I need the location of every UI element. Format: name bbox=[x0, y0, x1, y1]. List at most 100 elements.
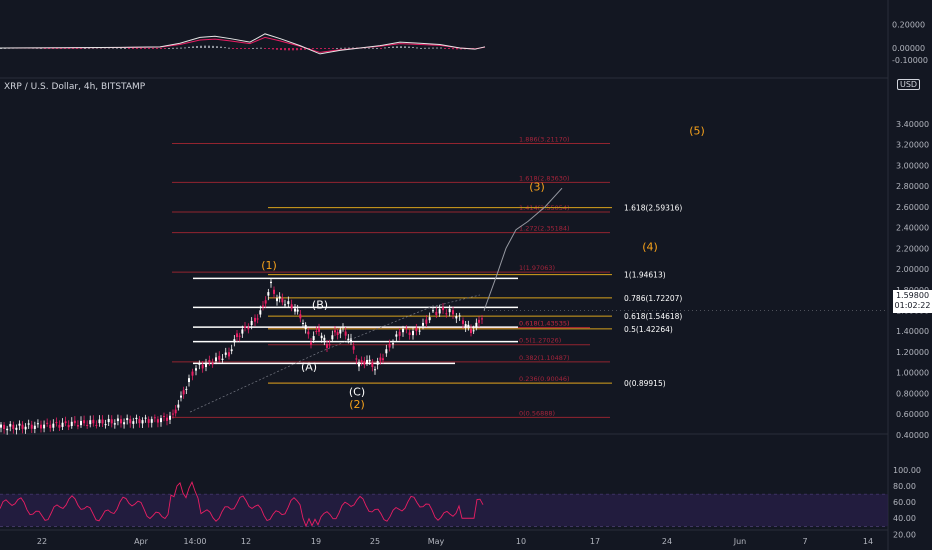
macd-histogram-bar bbox=[68, 48, 70, 49]
candle-body bbox=[21, 424, 24, 429]
time-tick-label: 19 bbox=[311, 537, 321, 546]
candle-body bbox=[64, 421, 67, 424]
candle-body bbox=[36, 423, 39, 425]
candle-body bbox=[33, 425, 36, 429]
candle-body bbox=[67, 424, 70, 428]
macd-histogram-bar bbox=[152, 48, 154, 49]
macd-histogram-bar bbox=[328, 48, 330, 49]
macd-histogram-bar bbox=[384, 47, 386, 49]
macd-histogram-bar bbox=[344, 47, 346, 49]
candle-body bbox=[150, 419, 153, 423]
candle-body bbox=[230, 349, 233, 352]
wave-label: (B) bbox=[312, 298, 328, 311]
macd-histogram-bar bbox=[324, 48, 326, 49]
candle-body bbox=[418, 330, 421, 332]
candle-body bbox=[205, 362, 207, 368]
candle-body bbox=[472, 330, 475, 332]
candle-body bbox=[215, 357, 217, 362]
candle-body bbox=[180, 395, 182, 398]
candle-body bbox=[415, 327, 418, 332]
macd-histogram-bar bbox=[316, 48, 318, 49]
fib-red-label: 1.618(2.83630) bbox=[519, 174, 570, 182]
candle-body bbox=[147, 419, 150, 423]
macd-histogram-bar bbox=[232, 48, 234, 49]
candle-body bbox=[174, 409, 177, 414]
candle-body bbox=[287, 301, 290, 305]
last-price-value: 1.59800 bbox=[895, 291, 930, 300]
candle-body bbox=[144, 417, 147, 419]
macd-histogram-bar bbox=[292, 48, 294, 51]
macd-histogram-bar bbox=[164, 48, 166, 49]
macd-histogram-bar bbox=[300, 48, 302, 51]
wave-label: (3) bbox=[529, 180, 545, 193]
macd-histogram-bar bbox=[228, 47, 230, 49]
candle-body bbox=[70, 421, 73, 427]
candle-body bbox=[166, 417, 168, 421]
macd-histogram-bar bbox=[252, 47, 254, 49]
macd-histogram-bar bbox=[260, 47, 262, 49]
candle-body bbox=[360, 360, 363, 362]
candle-body bbox=[86, 424, 89, 426]
candle-body bbox=[273, 289, 275, 294]
candle-body bbox=[172, 413, 174, 415]
macd-histogram-bar bbox=[284, 48, 286, 51]
macd-histogram-bar bbox=[120, 47, 122, 49]
candle-body bbox=[201, 364, 204, 369]
macd-histogram-bar bbox=[64, 48, 66, 49]
symbol-title: XRP / U.S. Dollar, 4h, BITSTAMP bbox=[4, 82, 146, 92]
time-tick-label: 10 bbox=[516, 537, 526, 546]
candle-body bbox=[27, 423, 30, 425]
price-tick-label: 1.40000 bbox=[896, 327, 929, 336]
candle-body bbox=[262, 305, 264, 308]
macd-histogram-bar bbox=[140, 48, 142, 49]
macd-histogram-bar bbox=[396, 46, 398, 48]
candle-body bbox=[363, 361, 366, 365]
time-tick-label: 24 bbox=[662, 537, 672, 546]
candle-body bbox=[318, 327, 320, 332]
time-tick-label: 12 bbox=[241, 537, 251, 546]
price-tick-label: 2.80000 bbox=[896, 182, 929, 191]
candle-body bbox=[455, 315, 458, 319]
candle-body bbox=[198, 363, 201, 365]
macd-histogram-bar bbox=[264, 48, 266, 49]
wave-label: (A) bbox=[301, 361, 317, 374]
candle-body bbox=[236, 333, 238, 338]
price-tick-label: 2.60000 bbox=[896, 203, 929, 212]
candle-body bbox=[470, 328, 472, 334]
fib-yellow-label: 1(1.94613) bbox=[624, 271, 666, 280]
macd-histogram-bar bbox=[244, 48, 246, 49]
candle-body bbox=[182, 390, 185, 395]
macd-histogram-bar bbox=[136, 48, 138, 49]
fib-red-label: 0.382(1.10487) bbox=[519, 354, 570, 362]
last-price-tag: 1.59800 01:02:22 bbox=[893, 290, 932, 313]
candle-body bbox=[129, 419, 132, 424]
candle-body bbox=[408, 332, 411, 336]
candle-body bbox=[126, 418, 129, 421]
rsi-tick-label: 100.00 bbox=[893, 466, 921, 475]
candle-body bbox=[208, 360, 211, 363]
currency-button[interactable]: USD bbox=[897, 79, 921, 90]
candle-body bbox=[328, 344, 331, 346]
candle-body bbox=[12, 424, 15, 429]
macd-histogram-bar bbox=[352, 47, 354, 49]
macd-histogram-bar bbox=[364, 47, 366, 49]
candle-body bbox=[218, 355, 221, 360]
price-tick-label: 3.20000 bbox=[896, 141, 929, 150]
macd-histogram-bar bbox=[424, 47, 426, 49]
macd-histogram-bar bbox=[288, 48, 290, 51]
candle-body bbox=[385, 349, 388, 354]
macd-histogram-bar bbox=[192, 46, 194, 48]
rsi-band bbox=[0, 494, 888, 527]
macd-histogram-bar bbox=[256, 47, 258, 49]
fib-red-label: 1.272(2.35184) bbox=[519, 225, 570, 233]
candle-body bbox=[299, 314, 302, 319]
candle-body bbox=[376, 361, 379, 365]
candle-body bbox=[352, 346, 355, 350]
candle-body bbox=[116, 418, 119, 422]
macd-histogram-bar bbox=[48, 48, 50, 49]
macd-histogram-bar bbox=[0, 48, 2, 49]
candle-body bbox=[464, 324, 467, 328]
candle-body bbox=[110, 419, 113, 424]
candle-body bbox=[452, 310, 454, 315]
